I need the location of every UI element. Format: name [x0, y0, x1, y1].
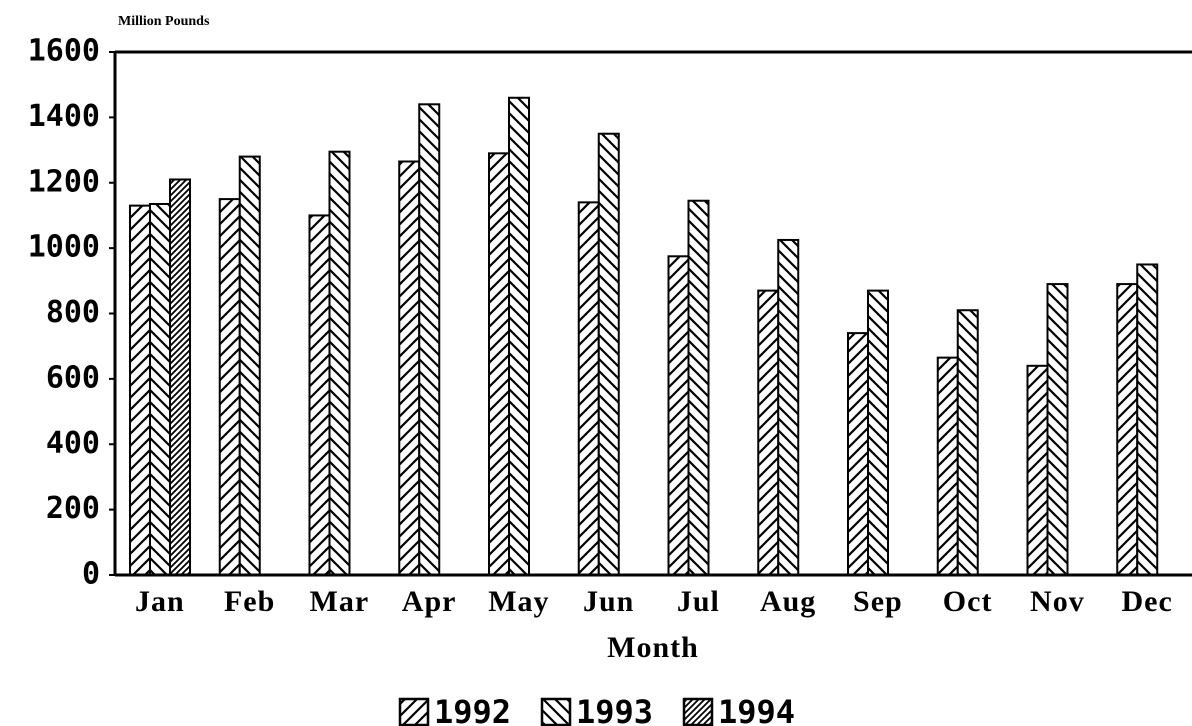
x-tick-label: Aug — [760, 585, 816, 618]
x-tick-label: Oct — [943, 585, 993, 618]
legend: 1992 1993 1994 — [398, 693, 795, 726]
y-tick-label: 1200 — [28, 164, 100, 199]
x-tick-label: Dec — [1121, 585, 1172, 618]
bar — [308, 214, 331, 576]
bar — [757, 289, 780, 576]
bar — [936, 356, 959, 576]
legend-swatch — [682, 697, 714, 726]
y-tick-label: 600 — [46, 360, 100, 395]
x-tick-label: Jun — [583, 585, 634, 618]
legend-label: 1994 — [718, 693, 795, 726]
bar — [398, 160, 421, 577]
bar — [508, 96, 530, 576]
y-tick-label: 200 — [46, 491, 100, 526]
bar — [129, 204, 151, 576]
bar — [956, 309, 979, 576]
bar — [1026, 364, 1049, 576]
legend-label: 1992 — [434, 693, 511, 726]
y-tick-label: 0 — [82, 557, 100, 592]
bar — [847, 332, 869, 576]
x-tick-label: Jul — [677, 585, 720, 618]
legend-label: 1993 — [576, 693, 653, 726]
x-tick-label: Nov — [1030, 585, 1085, 618]
y-tick-label: 1600 — [28, 34, 100, 69]
bar — [597, 132, 620, 576]
bar — [1116, 283, 1139, 576]
bar — [149, 202, 171, 576]
bar — [218, 198, 241, 576]
y-tick-label: 1000 — [28, 230, 100, 265]
x-tick-label: Jan — [135, 585, 185, 618]
y-tick-label: 1400 — [28, 99, 100, 134]
bar — [488, 152, 510, 577]
legend-swatch — [398, 697, 430, 726]
bar — [328, 150, 351, 576]
bar — [687, 199, 710, 576]
bar — [169, 178, 191, 576]
bar — [577, 201, 600, 577]
bar — [238, 155, 261, 576]
bar — [777, 238, 800, 576]
bar — [1136, 263, 1159, 576]
x-tick-label: May — [488, 585, 549, 618]
x-tick-label: Sep — [853, 585, 903, 618]
y-axis-label: Million Pounds — [118, 14, 210, 29]
y-tick-label: 400 — [46, 426, 100, 461]
legend-swatch — [540, 697, 572, 726]
bar — [418, 103, 441, 577]
y-tick-label: 800 — [46, 295, 100, 330]
x-axis-label: Month — [607, 631, 699, 664]
bar — [867, 289, 889, 576]
x-tick-label: Mar — [310, 585, 370, 618]
bar — [667, 255, 690, 576]
x-tick-label: Feb — [224, 585, 275, 618]
bar — [1046, 283, 1069, 576]
x-tick-label: Apr — [402, 585, 457, 618]
